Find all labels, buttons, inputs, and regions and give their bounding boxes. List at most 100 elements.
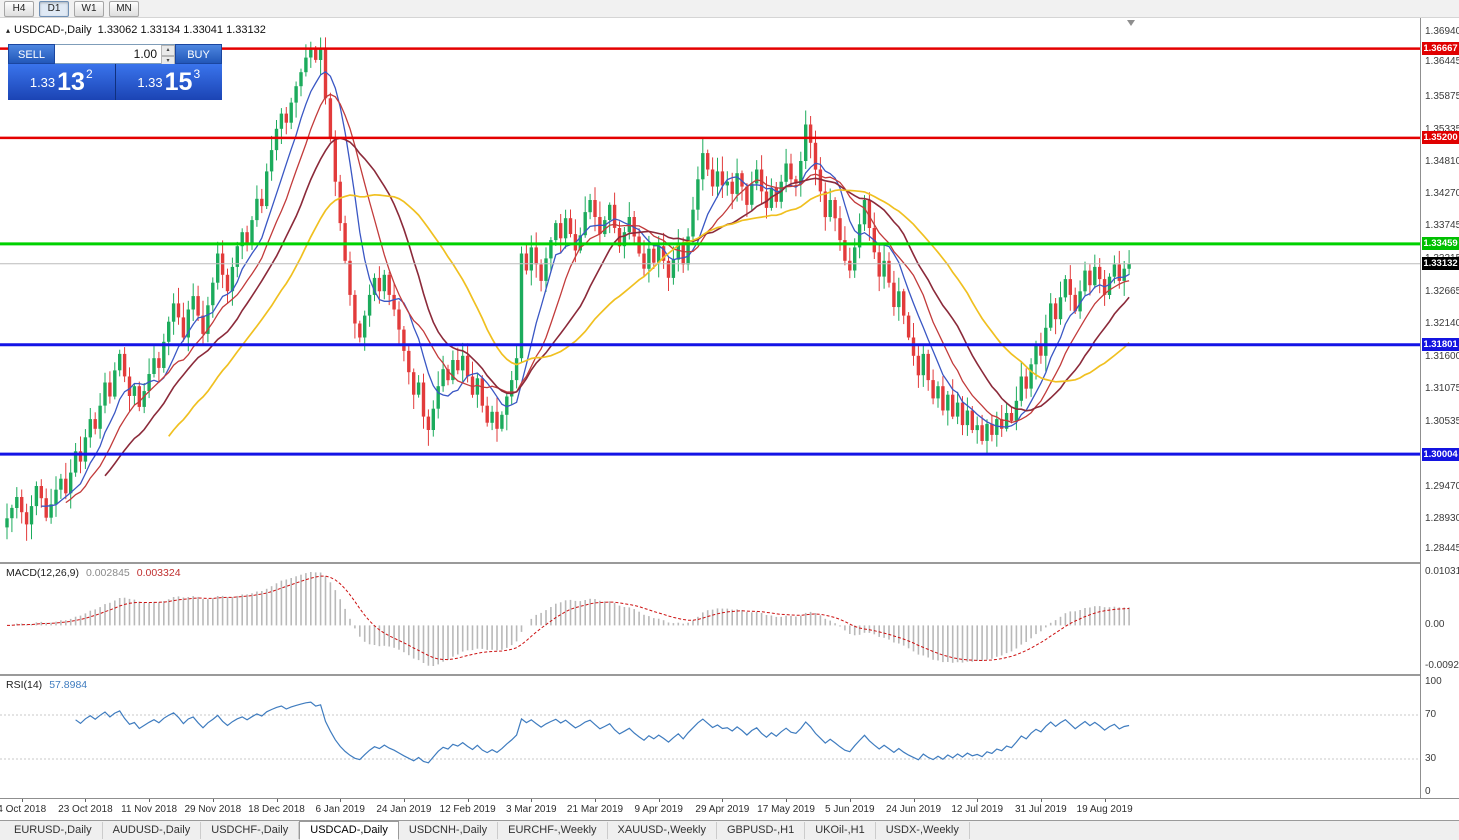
buy-button[interactable]: BUY (175, 44, 222, 64)
price-axis-label: 1.28445 (1425, 543, 1459, 554)
rsi-axis-label: 70 (1425, 709, 1437, 720)
time-axis-label: 23 Oct 2018 (58, 804, 113, 815)
macd-axis-label: 0.010311 (1425, 566, 1459, 577)
macd-signal-value: 0.003324 (136, 567, 181, 579)
timeframe-button-h4[interactable]: H4 (4, 0, 34, 17)
macd-label: MACD(12,26,9) 0.002845 0.003324 (6, 567, 188, 579)
time-axis-tick (722, 799, 724, 802)
rsi-indicator-pane[interactable]: RSI(14) 57.8984 (0, 676, 1420, 798)
macd-name: MACD(12,26,9) (6, 567, 79, 579)
sell-button[interactable]: SELL (8, 44, 55, 64)
sell-price-big: 13 (57, 68, 85, 96)
rsi-axis-label: 100 (1425, 676, 1442, 687)
price-axis-label: 1.29470 (1425, 480, 1459, 492)
time-axis-tick (913, 799, 915, 802)
ma-8-line (41, 70, 1130, 507)
time-axis-label: 12 Feb 2019 (439, 804, 496, 815)
time-axis[interactable]: 4 Oct 2018 23 Oct 2018 11 Nov 2018 29 Nov 2… (0, 798, 1459, 820)
time-axis-tick (1040, 799, 1042, 802)
price-axis-label: 1.35335 (1425, 123, 1459, 135)
sell-price-button[interactable]: 1.33 13 2 (8, 64, 116, 100)
chart-symbol-label: USDCAD-,Daily (14, 24, 92, 36)
time-axis-label: 12 Jul 2019 (951, 804, 1004, 815)
chart-shift-marker[interactable] (1127, 20, 1135, 26)
chart-title: ▴ USDCAD-,Daily 1.33062 1.33134 1.33041 1.… (6, 24, 266, 36)
volume-input[interactable] (55, 45, 161, 63)
window-tab[interactable]: USDCNH-,Daily (399, 822, 499, 839)
price-axis-label: 1.34270 (1425, 188, 1459, 200)
time-axis-label: 11 Nov 2018 (121, 804, 178, 815)
time-axis-label: 4 Oct 2018 (0, 804, 47, 815)
candles-layer (5, 37, 1131, 541)
macd-canvas (6, 572, 1130, 666)
timeframe-button-w1[interactable]: W1 (74, 0, 104, 17)
time-axis-tick (531, 799, 533, 802)
macd-main-value: 0.002845 (85, 567, 130, 579)
time-axis-label: 9 Apr 2019 (634, 804, 683, 815)
time-axis-tick (85, 799, 87, 802)
pane-separator[interactable] (0, 562, 1459, 564)
price-chart-pane[interactable]: ▴ USDCAD-,Daily 1.33062 1.33134 1.33041 1.… (0, 18, 1420, 562)
window-tab[interactable]: UKOil-,H1 (805, 822, 876, 839)
price-axis-badge: 1.36667 (1422, 42, 1459, 56)
rsi-label: RSI(14) 57.8984 (6, 679, 94, 691)
one-click-trading-panel: SELL ▴ ▾ BUY 1.33 13 2 1.33 (8, 44, 222, 100)
time-axis-tick (276, 799, 278, 802)
window-tab[interactable]: GBPUSD-,H1 (717, 822, 806, 839)
time-axis-tick (658, 799, 660, 802)
ma-34-line (168, 188, 1130, 437)
time-axis-label: 29 Apr 2019 (695, 804, 750, 815)
volume-up-button[interactable]: ▴ (161, 45, 175, 56)
price-axis-label: 1.33745 (1425, 220, 1459, 232)
price-axis[interactable]: 1.36940 1.36445 1.35875 1.35335 1.34810 1.342… (1420, 18, 1459, 820)
chart-window-tabs: EURUSD-,Daily AUDUSD-,Daily USDCHF-,Daily U… (0, 820, 1459, 840)
price-axis-badge: 1.31801 (1422, 338, 1459, 352)
time-axis-label: 31 Jul 2019 (1015, 804, 1067, 815)
window-tab[interactable]: USDCAD-,Daily (299, 821, 399, 840)
macd-axis-label: -0.009203 (1425, 660, 1459, 671)
buy-price-big: 15 (164, 68, 193, 96)
time-axis-label: 24 Jun 2019 (885, 804, 942, 815)
time-axis-tick (149, 799, 151, 802)
rsi-axis-label: 0 (1425, 786, 1431, 797)
window-tab[interactable]: EURUSD-,Daily (4, 822, 103, 839)
price-axis-badge: 1.33459 (1422, 237, 1459, 251)
price-axis-label: 1.31075 (1425, 382, 1459, 394)
ma-21-line (104, 137, 1130, 477)
price-axis-label: 1.28930 (1425, 513, 1459, 525)
pane-separator[interactable] (0, 674, 1459, 676)
timeframe-button-d1[interactable]: D1 (39, 0, 69, 17)
time-axis-label: 24 Jan 2019 (376, 804, 432, 815)
macd-indicator-pane[interactable]: MACD(12,26,9) 0.002845 0.003324 (0, 564, 1420, 674)
window-tab[interactable]: USDX-,Weekly (876, 822, 970, 839)
time-axis-tick (21, 799, 23, 802)
time-axis-tick (1104, 799, 1106, 802)
window-tab[interactable]: AUDUSD-,Daily (103, 822, 202, 839)
window-tab[interactable]: XAUUSD-,Weekly (608, 822, 717, 839)
window-tab[interactable]: EURCHF-,Weekly (498, 822, 608, 839)
timeframe-toolbar: H4 D1 W1 MN (0, 0, 1459, 18)
buy-price-small: 1.33 (137, 74, 163, 90)
price-chart-canvas[interactable] (0, 18, 1420, 562)
time-axis-tick (340, 799, 342, 802)
price-axis-label: 1.32665 (1425, 286, 1459, 298)
rsi-name: RSI(14) (6, 679, 43, 691)
time-axis-label: 29 Nov 2018 (184, 804, 242, 815)
one-click-collapse-icon[interactable]: ▴ (6, 26, 11, 35)
price-axis-label: 1.36445 (1425, 56, 1459, 68)
time-axis-tick (403, 799, 405, 802)
ma-13-line (65, 93, 1130, 504)
time-axis-label: 17 May 2019 (757, 804, 816, 815)
sell-price-small: 1.33 (29, 74, 56, 90)
macd-histogram (11, 572, 1130, 666)
rsi-canvas (0, 701, 1420, 764)
price-axis-label: 1.35875 (1425, 90, 1459, 102)
price-axis-badge: 1.30004 (1422, 447, 1459, 461)
timeframe-button-mn[interactable]: MN (109, 0, 139, 17)
window-tab[interactable]: USDCHF-,Daily (201, 822, 300, 839)
sell-price-sup: 2 (85, 67, 93, 81)
time-axis-tick (849, 799, 851, 802)
price-axis-label: 1.36940 (1425, 26, 1459, 37)
buy-price-button[interactable]: 1.33 15 3 (115, 64, 222, 100)
